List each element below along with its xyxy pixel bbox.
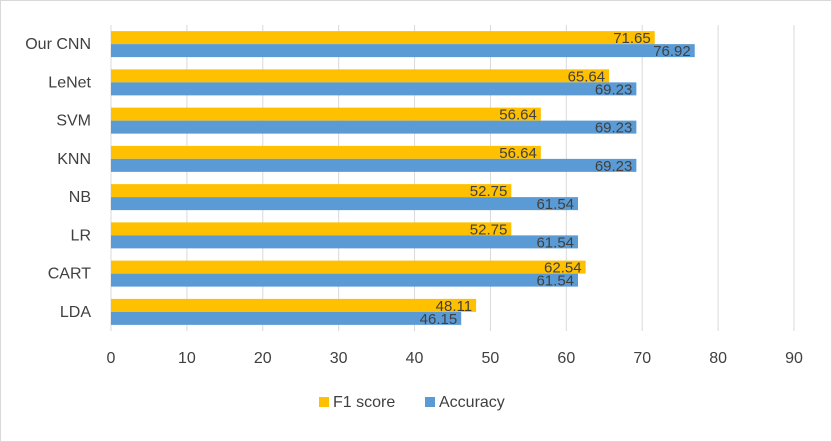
x-tick-label: 70 xyxy=(633,350,651,367)
bar-accuracy xyxy=(111,44,695,58)
x-tick-label: 50 xyxy=(482,350,500,367)
bar-accuracy xyxy=(111,197,579,211)
x-tick-label: 0 xyxy=(107,350,116,367)
category-label: SVM xyxy=(56,113,91,130)
legend-label: Accuracy xyxy=(439,394,505,411)
category-label: CART xyxy=(48,266,91,283)
bar-accuracy xyxy=(111,311,462,325)
data-label: 69.23 xyxy=(595,158,633,175)
data-label: 62.54 xyxy=(544,260,582,277)
bar-f1-score xyxy=(111,260,586,274)
bar-f1-score xyxy=(111,31,655,45)
data-label: 61.54 xyxy=(536,273,574,290)
data-label: 69.23 xyxy=(595,120,633,137)
data-label: 56.64 xyxy=(499,145,537,162)
bar-accuracy xyxy=(111,273,579,287)
bar-accuracy xyxy=(111,120,637,134)
data-label: 71.65 xyxy=(613,30,651,47)
x-tick-label: 40 xyxy=(406,350,424,367)
bar-f1-score xyxy=(111,184,512,198)
data-label: 65.64 xyxy=(568,68,606,85)
bar-f1-score xyxy=(111,145,541,159)
x-tick-label: 60 xyxy=(557,350,575,367)
category-label: LeNet xyxy=(48,74,91,91)
x-tick-label: 10 xyxy=(178,350,196,367)
legend-label: F1 score xyxy=(333,394,395,411)
bar-accuracy xyxy=(111,235,579,249)
category-label: KNN xyxy=(57,151,91,168)
bar-accuracy xyxy=(111,82,637,96)
data-label: 52.75 xyxy=(470,183,508,200)
bar-f1-score xyxy=(111,298,477,312)
data-label: 61.54 xyxy=(536,196,574,213)
category-label: NB xyxy=(69,189,91,206)
x-tick-label: 30 xyxy=(330,350,348,367)
data-label: 76.92 xyxy=(653,43,691,60)
data-label: 69.23 xyxy=(595,81,633,98)
x-tick-label: 90 xyxy=(785,350,803,367)
bar-f1-score xyxy=(111,69,610,83)
bar-f1-score xyxy=(111,107,541,121)
data-label: 48.11 xyxy=(436,298,472,315)
x-tick-label: 20 xyxy=(254,350,272,367)
bar-f1-score xyxy=(111,222,512,236)
bar-accuracy xyxy=(111,158,637,172)
data-label: 61.54 xyxy=(536,234,574,251)
data-label: 52.75 xyxy=(470,221,508,238)
x-tick-label: 80 xyxy=(709,350,727,367)
legend-swatch xyxy=(425,397,435,407)
data-label: 46.15 xyxy=(420,311,458,328)
category-label: Our CNN xyxy=(25,36,91,53)
legend-swatch xyxy=(319,397,329,407)
data-label: 56.64 xyxy=(499,107,537,124)
category-label: LR xyxy=(71,227,91,244)
category-label: LDA xyxy=(60,304,91,321)
